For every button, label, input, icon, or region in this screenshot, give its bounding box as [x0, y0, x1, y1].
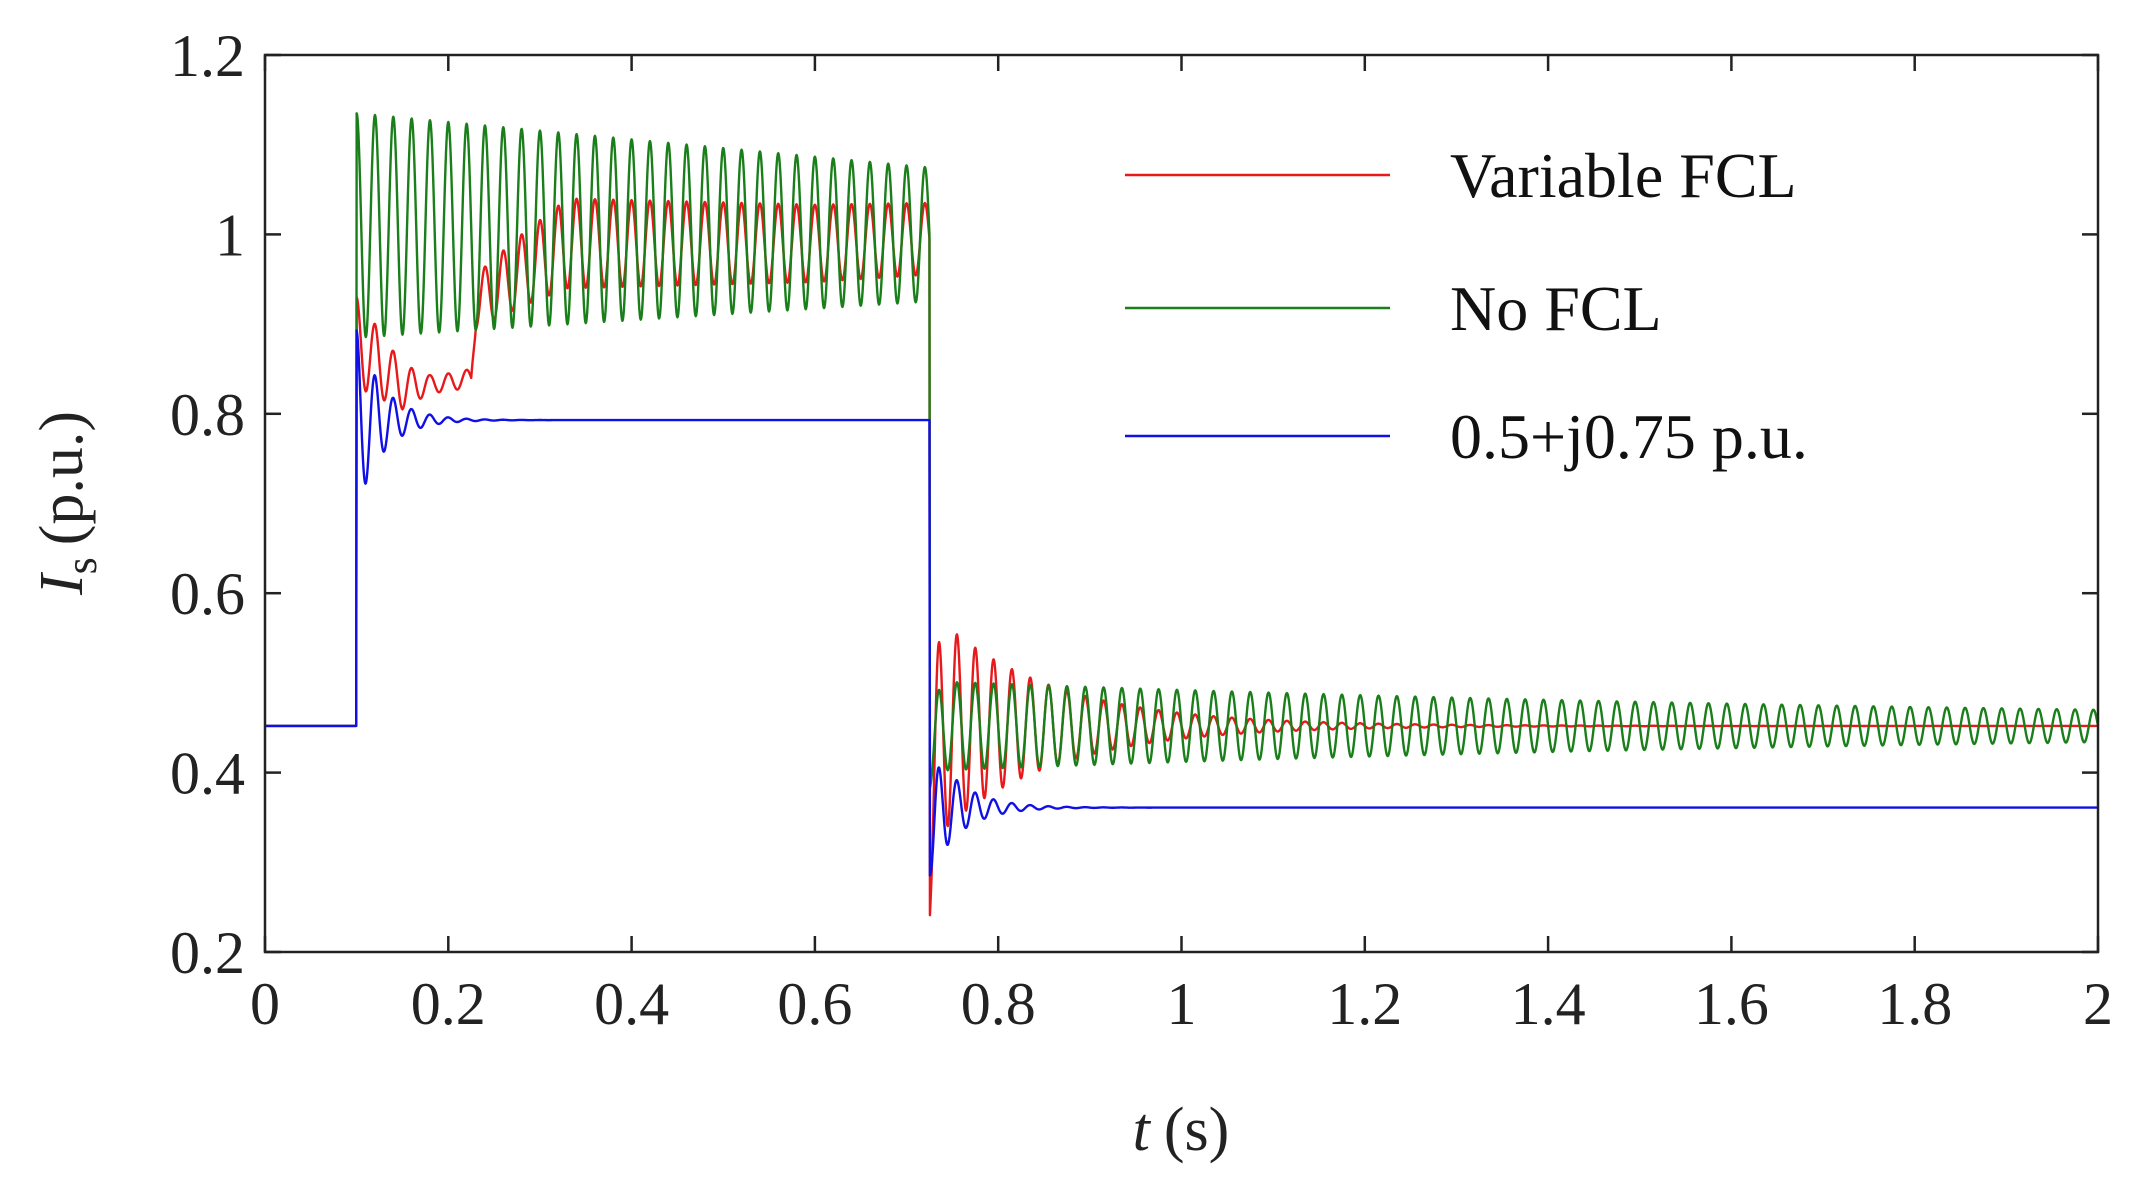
x-tick-label: 0.6: [777, 971, 852, 1037]
x-axis-title: t (s): [1133, 1096, 1230, 1164]
y-axis-title: Is (p.u.): [28, 411, 106, 596]
y-tick-label: 0.6: [170, 561, 245, 627]
x-axis-unit: (s): [1164, 1096, 1229, 1164]
x-tick-label: 0.2: [411, 971, 486, 1037]
x-tick-label: 0: [250, 971, 280, 1037]
legend-label: Variable FCL: [1450, 140, 1797, 211]
y-tick-label: 0.8: [170, 382, 245, 448]
y-axis-var: I: [28, 571, 96, 596]
y-axis-unit: (p.u.): [28, 411, 96, 545]
y-tick-label: 1: [215, 202, 245, 268]
legend-label: No FCL: [1450, 273, 1662, 344]
series-line: [265, 329, 2098, 877]
legend-label: 0.5+j0.75 p.u.: [1450, 401, 1808, 472]
series-layer: [265, 112, 2098, 917]
y-tick-label: 1.2: [170, 23, 245, 89]
x-tick-label: 0.4: [594, 971, 669, 1037]
y-tick-label: 0.2: [170, 920, 245, 986]
y-axis-sub: s: [57, 557, 106, 574]
x-tick-label: 1.6: [1694, 971, 1769, 1037]
tick-layer: 0 0.2 0.4 0.6 0.8 1 1.2 1.4 1.6 1.8 20.20.40.60.81…: [170, 23, 2113, 1037]
x-tick-label: 1.4: [1511, 971, 1586, 1037]
x-tick-label: 1.8: [1877, 971, 1952, 1037]
x-axis-var: t: [1133, 1096, 1152, 1164]
x-tick-label: 1.2: [1327, 971, 1402, 1037]
x-tick-label: 0.8: [961, 971, 1036, 1037]
series-line: [265, 112, 2098, 790]
y-tick-label: 0.4: [170, 741, 245, 807]
plot-frame: [263, 53, 2100, 954]
legend: Variable FCL No FCL 0.5+j0.75 p.u.: [1125, 140, 1808, 472]
x-tick-label: 2: [2083, 971, 2113, 1037]
x-tick-label: 1: [1167, 971, 1197, 1037]
